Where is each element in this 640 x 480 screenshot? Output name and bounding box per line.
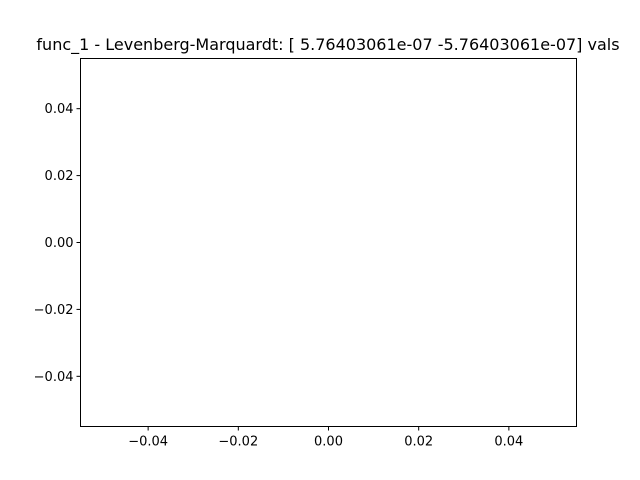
y-tick-label: 0.02 bbox=[45, 169, 74, 184]
x-tick-label: 0.00 bbox=[314, 435, 343, 450]
y-tick-label: 0.00 bbox=[45, 236, 74, 251]
x-tick-label: 0.04 bbox=[494, 435, 523, 450]
x-axis: −0.04 −0.02 0.00 0.02 0.04 bbox=[128, 426, 523, 450]
chart-title: func_1 - Levenberg-Marquardt: [ 5.764030… bbox=[36, 35, 619, 55]
y-tick-label: −0.02 bbox=[34, 303, 74, 318]
y-axis: 0.04 0.02 0.00 −0.02 −0.04 bbox=[34, 102, 81, 385]
x-tick-label: −0.04 bbox=[128, 435, 168, 450]
y-tick-label: 0.04 bbox=[45, 102, 74, 117]
x-tick-label: 0.02 bbox=[404, 435, 433, 450]
y-tick-label: −0.04 bbox=[34, 370, 74, 385]
x-tick-label: −0.02 bbox=[218, 435, 258, 450]
